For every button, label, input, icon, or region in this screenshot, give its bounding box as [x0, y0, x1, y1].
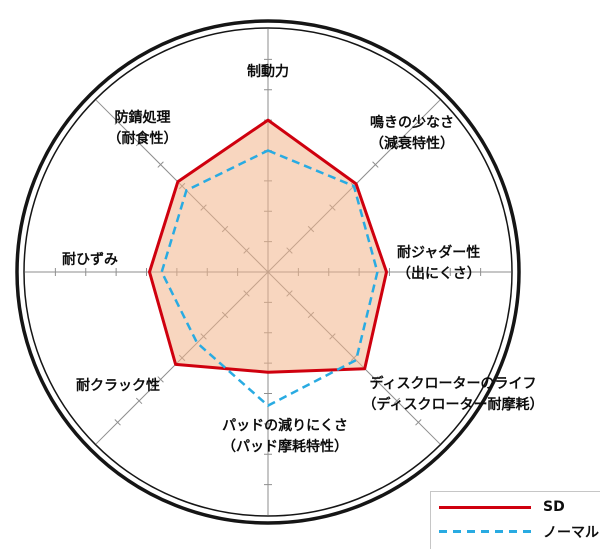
axis-label-line: 耐ジャダー性 [397, 245, 481, 261]
axis-label-crack-resistance: 耐クラック性 [76, 376, 196, 397]
legend-item-sd: SD [439, 499, 600, 515]
axis-label-line: 防錆処理 [114, 110, 171, 126]
axis-label-line: （耐食性） [107, 131, 178, 147]
axis-label-pad-wear: パッドの減りにくさ （パッド摩耗特性） [172, 416, 398, 458]
axis-label-line: （減衰特性） [370, 136, 454, 152]
axis-label-line: 鳴きの少なさ [370, 115, 454, 131]
axis-label-distortion-resistance: 耐ひずみ [62, 250, 152, 271]
axis-label-judder-resistance: 耐ジャダー性 （出にくさ） [397, 243, 577, 285]
axis-label-line: ディスクローターのライフ [369, 376, 537, 392]
axis-label-line: （出にくさ） [397, 266, 481, 282]
axis-label-line: 耐ひずみ [62, 252, 118, 268]
axis-label-line: パッドの減りにくさ [222, 418, 348, 434]
axis-label-braking-force: 制動力 [183, 62, 353, 83]
axis-label-line: （ディスクローター耐摩耗） [362, 397, 544, 413]
legend-item-normal: ノーマル [439, 522, 600, 542]
legend: SD ノーマル [430, 491, 600, 549]
axis-label-line: 耐クラック性 [76, 378, 160, 394]
legend-label-normal: ノーマル [543, 524, 599, 541]
normal-line-sample [439, 530, 531, 534]
axis-label-low-squeal: 鳴きの少なさ （減衰特性） [327, 113, 497, 155]
axis-label-line: 制動力 [247, 64, 289, 80]
sd-line-sample [439, 505, 531, 509]
legend-label-sd: SD [543, 499, 565, 516]
axis-label-line: （パッド摩耗特性） [222, 439, 348, 455]
axis-label-rust-prevention: 防錆処理 （耐食性） [70, 108, 215, 150]
axis-label-rotor-life: ディスクローターのライフ （ディスクローター耐摩耗） [336, 374, 570, 416]
